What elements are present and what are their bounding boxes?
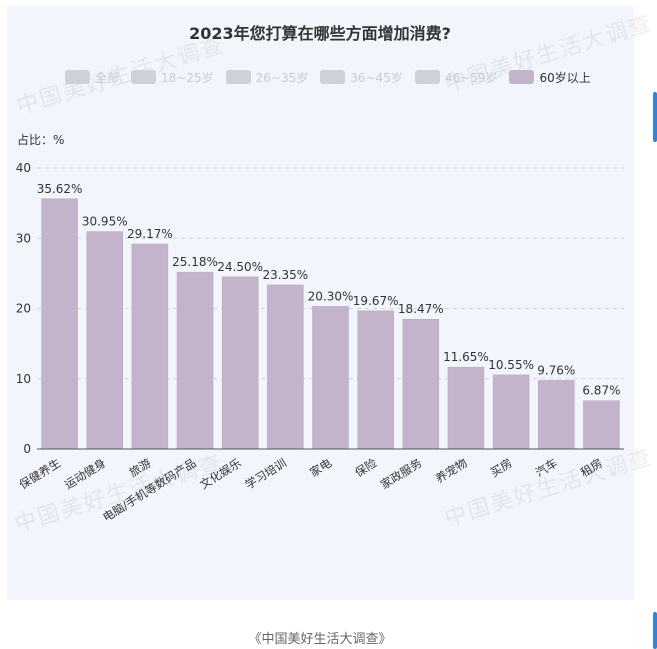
chart-legend: 全部 18~25岁 26~35岁 36~45岁 46~59岁 60岁以上	[65, 68, 603, 86]
legend-label: 36~45岁	[350, 70, 403, 85]
legend-item-36-45[interactable]: 36~45岁	[320, 69, 403, 86]
y-tick-label: 30	[16, 231, 31, 245]
legend-swatch	[65, 70, 90, 84]
data-label: 6.87%	[582, 384, 620, 398]
data-label: 10.55%	[488, 358, 534, 372]
bar-chart: 0 10 20 30 40 35.62% 保健养生 30.95% 运动健身 29.17% 旅游 25.…	[16, 161, 624, 524]
x-tick-label: 租房	[578, 456, 605, 480]
data-label: 29.17%	[127, 227, 173, 241]
data-label: 18.47%	[398, 302, 444, 316]
chart-title: 2023年您打算在哪些方面增加消费?	[189, 24, 451, 43]
edge-accent-bottom	[653, 612, 657, 649]
data-label: 11.65%	[443, 350, 489, 364]
legend-swatch	[320, 70, 346, 84]
x-tick-label: 保险	[352, 455, 379, 479]
bar	[402, 318, 440, 450]
source-caption: 《中国美好生活大调查》	[248, 632, 392, 647]
bar	[176, 271, 214, 450]
y-axis-unit-label: 占比：%	[17, 133, 65, 147]
x-tick-label: 买房	[488, 456, 515, 480]
x-tick-label: 养宠物	[433, 456, 470, 486]
bar	[357, 310, 394, 450]
legend-label: 60岁以上	[539, 70, 591, 85]
legend-item-all[interactable]: 全部	[65, 69, 119, 86]
bar	[267, 284, 304, 450]
x-tick-label: 运动健身	[62, 456, 108, 492]
legend-swatch	[225, 70, 251, 84]
legend-swatch	[131, 70, 157, 84]
data-label: 20.30%	[308, 289, 354, 303]
bar	[583, 400, 620, 450]
data-label: 19.67%	[353, 294, 399, 308]
y-tick-label: 0	[23, 442, 31, 456]
bar	[538, 380, 575, 450]
data-label: 9.76%	[537, 363, 575, 377]
x-tick-label: 家政服务	[378, 455, 425, 492]
y-tick-label: 40	[16, 161, 31, 175]
legend-label: 18~25岁	[161, 70, 214, 85]
legend-label: 全部	[95, 70, 120, 85]
data-label: 24.50%	[217, 260, 263, 274]
x-tick-label: 文化娱乐	[197, 455, 244, 492]
x-tick-label: 旅游	[127, 455, 154, 479]
data-label: 25.18%	[172, 255, 218, 269]
data-label: 30.95%	[82, 215, 128, 229]
legend-item-46-59[interactable]: 46~59岁	[414, 69, 498, 86]
x-tick-label: 家电	[307, 455, 334, 479]
data-label: 35.62%	[37, 182, 83, 196]
legend-item-18-25[interactable]: 18~25岁	[131, 69, 214, 86]
y-tick-label: 10	[16, 372, 31, 386]
bar	[447, 366, 485, 450]
edge-accent-top	[653, 92, 657, 142]
bar	[86, 231, 123, 450]
bar	[41, 198, 78, 450]
bar	[492, 374, 530, 450]
legend-swatch	[509, 70, 535, 84]
x-tick-label: 汽车	[533, 456, 560, 480]
legend-label: 26~35岁	[255, 70, 309, 85]
legend-item-26-35[interactable]: 26~35岁	[225, 69, 309, 86]
bar	[312, 306, 349, 450]
legend-label: 46~59岁	[444, 70, 498, 85]
legend-swatch	[414, 70, 440, 84]
data-label: 23.35%	[262, 268, 308, 282]
x-tick-label: 保健养生	[17, 456, 63, 492]
bar	[221, 276, 259, 450]
bar	[131, 243, 169, 450]
legend-item-60-plus[interactable]: 60岁以上	[509, 69, 591, 86]
x-tick-label: 学习培训	[243, 456, 289, 492]
y-tick-label: 20	[16, 302, 31, 316]
